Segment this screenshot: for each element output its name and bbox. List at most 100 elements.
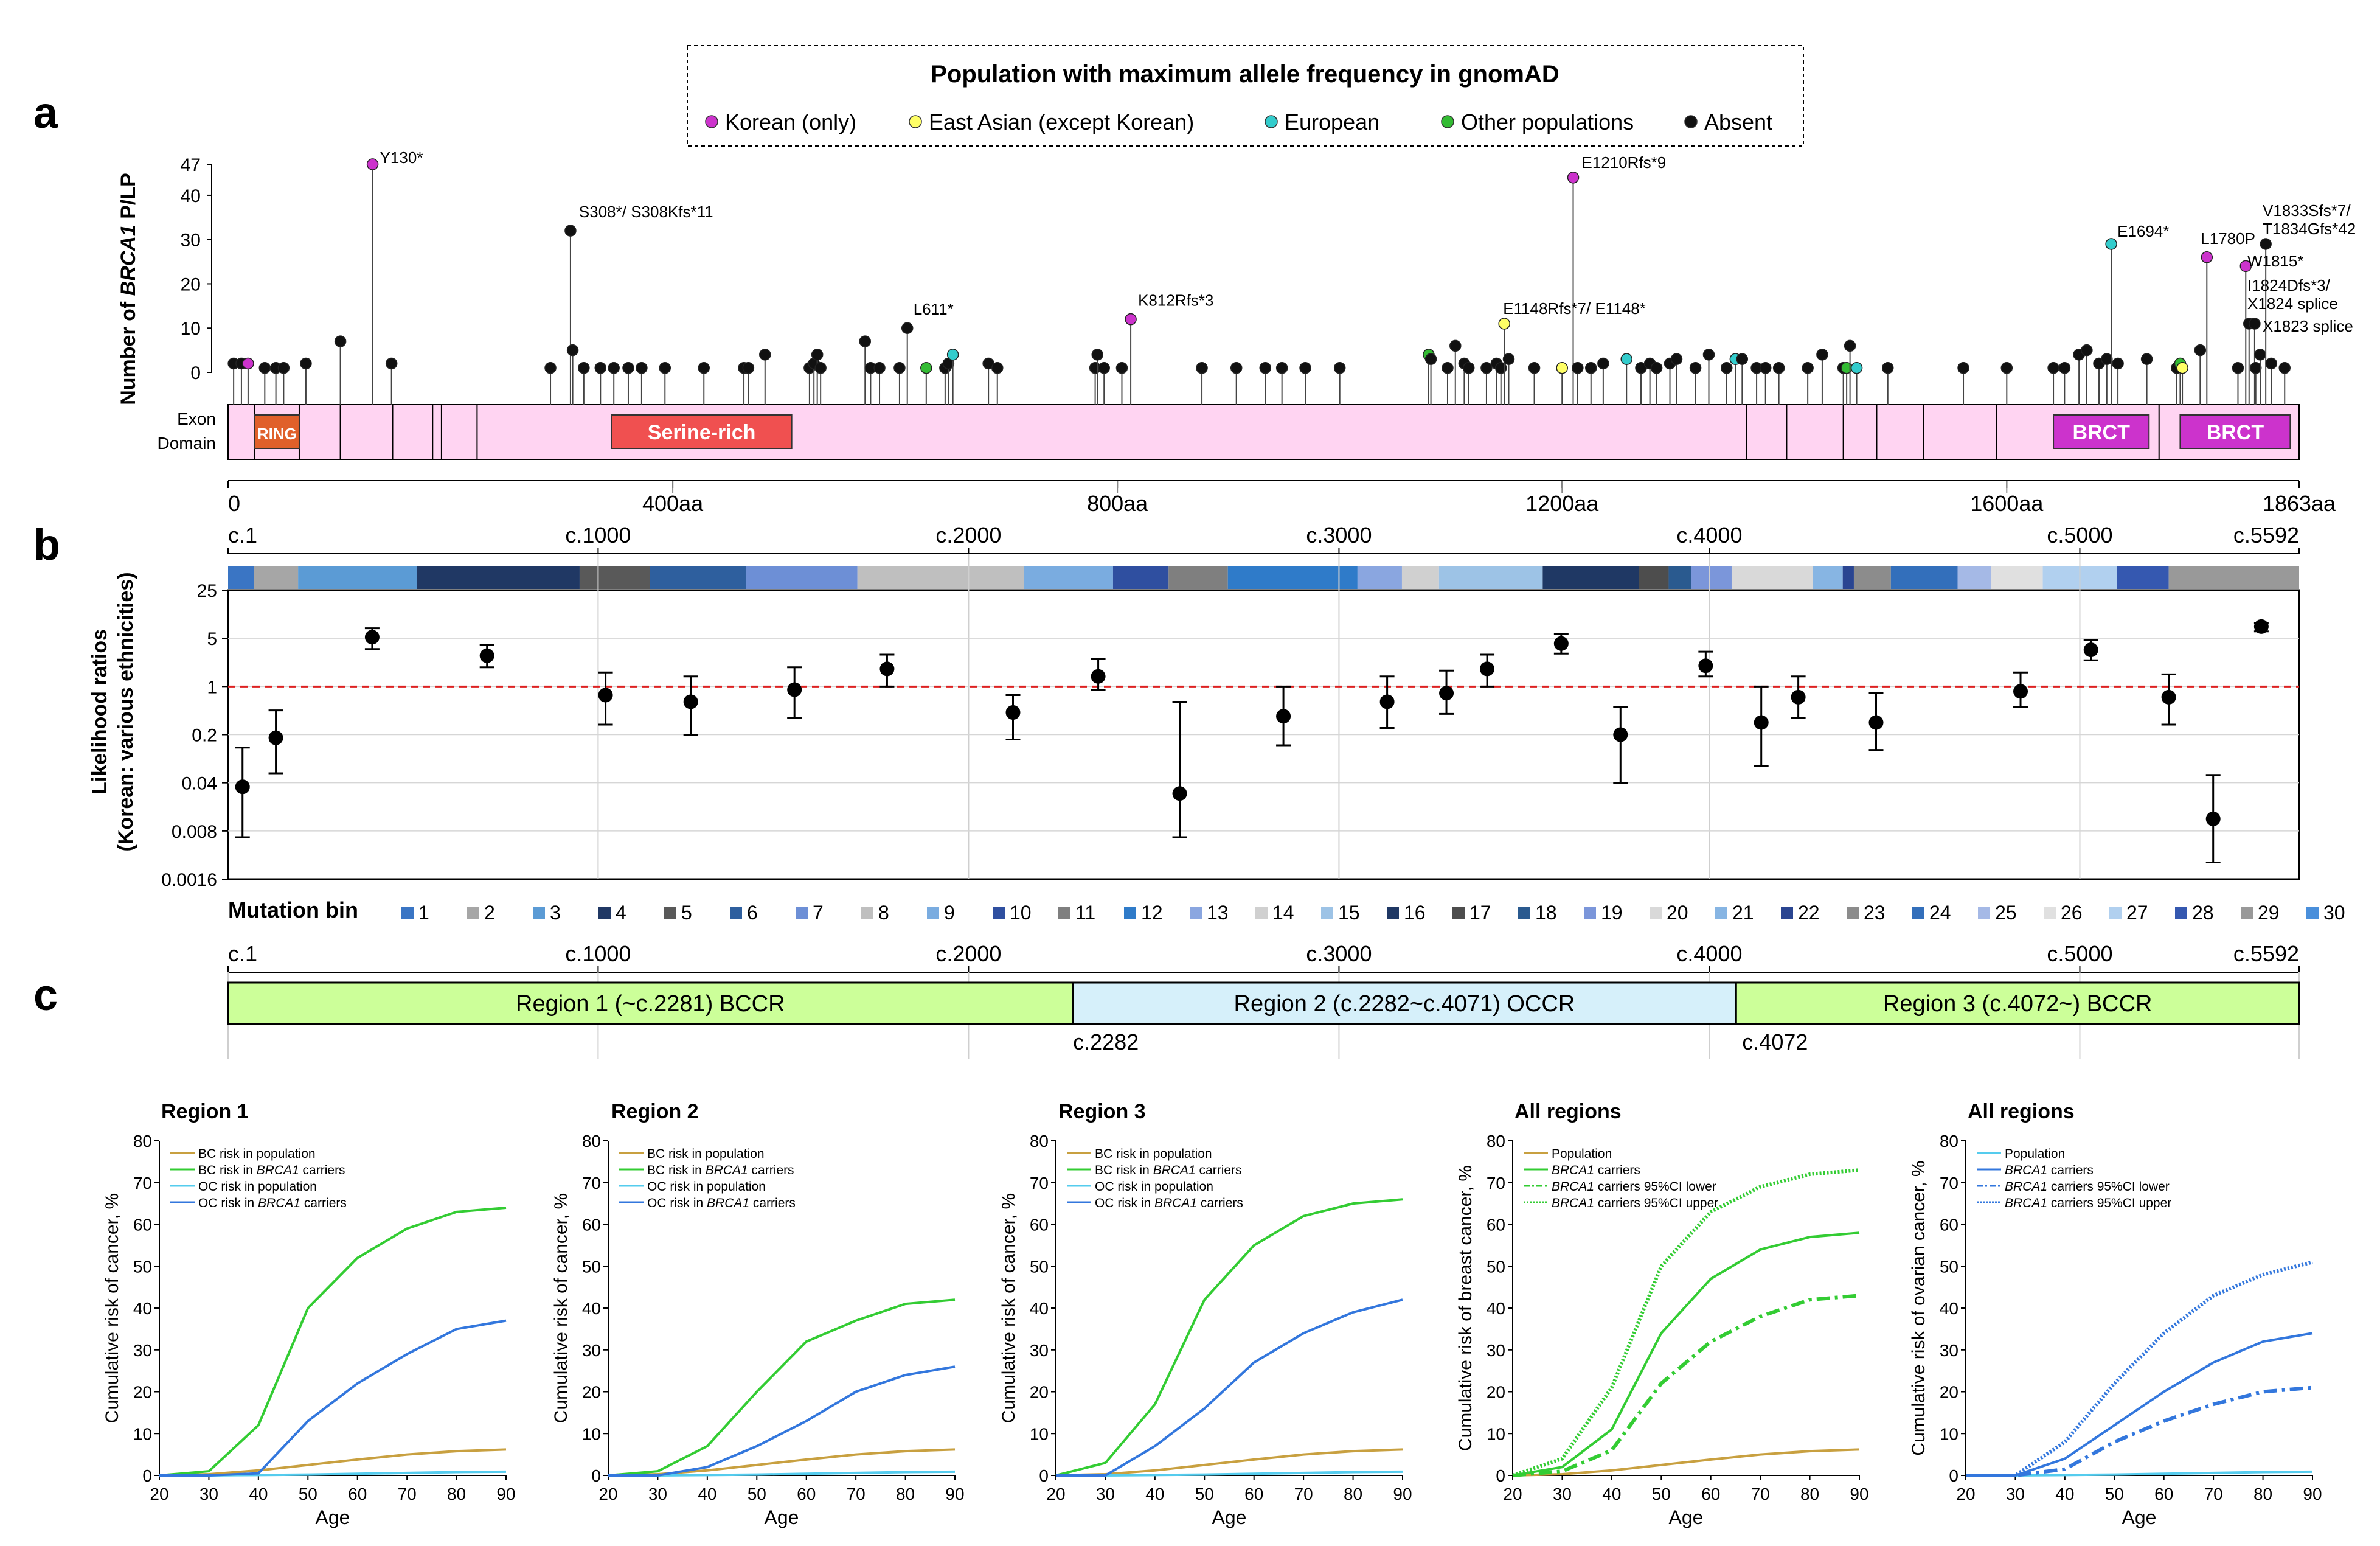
bin-label: 13 bbox=[1207, 902, 1229, 924]
chart-y-label: Cumulative risk of ovarian cancer, % bbox=[1909, 1160, 1929, 1455]
series-line bbox=[1966, 1260, 2313, 1477]
chart-y-tick-label: 80 bbox=[582, 1132, 601, 1151]
variant-label: V1833Sfs*7/ bbox=[2263, 201, 2351, 220]
variant-point bbox=[1462, 361, 1475, 374]
chart-y-tick-label: 40 bbox=[582, 1299, 601, 1318]
legend-label: Other populations bbox=[1461, 110, 1634, 134]
chart-y-tick-label: 30 bbox=[1487, 1341, 1505, 1360]
chart-x-tick-label: 50 bbox=[748, 1485, 766, 1503]
chart-title: Region 2 bbox=[611, 1100, 699, 1123]
line-chart-5: All regions 0 10 20 30 40 50 60 70 80 20 30 40 50 60 70… bbox=[1909, 1100, 2322, 1528]
legend-entry-part: BC risk in population bbox=[1095, 1147, 1212, 1161]
chart-x-tick-label: 70 bbox=[2204, 1485, 2223, 1503]
legend-entry-part: carriers 95%CI lower bbox=[2047, 1180, 2170, 1194]
bin-strip-segment bbox=[1853, 566, 1891, 589]
variant-point bbox=[1125, 313, 1137, 326]
legend-entry-part: carriers bbox=[1197, 1196, 1243, 1210]
chart-x-tick-label: 30 bbox=[648, 1485, 667, 1503]
series-line bbox=[159, 1207, 507, 1477]
lr-point bbox=[2253, 619, 2269, 634]
chart-x-tick-label: 30 bbox=[1553, 1485, 1572, 1503]
line-chart-1: Region 1 0 10 20 30 40 50 60 70 80 20 30 40 50 60 70 80 9… bbox=[102, 1100, 516, 1528]
variant-point bbox=[1275, 361, 1288, 374]
legend-marker-0 bbox=[705, 115, 718, 128]
legend-entry-part: BRCA1 bbox=[2005, 1180, 2047, 1194]
legend-entry: BC risk in BRCA1 carriers bbox=[1095, 1163, 1242, 1177]
variant-point bbox=[2101, 353, 2113, 365]
bin-strip-segment bbox=[1668, 566, 1691, 589]
variant-point bbox=[1502, 353, 1515, 365]
chart-x-tick-label: 20 bbox=[1046, 1485, 1065, 1503]
aa-tick-label: 1200aa bbox=[1525, 491, 1599, 516]
b-cdna-tick-label: c.4000 bbox=[1676, 523, 1742, 548]
variant-point bbox=[2249, 318, 2261, 330]
variant-point bbox=[334, 335, 347, 347]
variant-point bbox=[1196, 361, 1208, 374]
legend-label: Absent bbox=[1704, 110, 1772, 134]
legend-entry: OC risk in BRCA1 carriers bbox=[1095, 1196, 1243, 1210]
legend-marker-1 bbox=[909, 115, 922, 128]
legend-entry-part: carriers 95%CI lower bbox=[1594, 1180, 1716, 1194]
bin-swatch bbox=[1058, 907, 1070, 919]
series-line bbox=[159, 1448, 507, 1477]
domain-box bbox=[2053, 414, 2150, 449]
chart-title: Region 1 bbox=[161, 1100, 249, 1123]
line-chart-4: All regions 0 10 20 30 40 50 60 70 80 20 30 40 50 60 70… bbox=[1455, 1100, 1869, 1528]
chart-y-tick-label: 60 bbox=[1030, 1216, 1049, 1234]
bin-strip-segment bbox=[254, 566, 299, 589]
a-y-tick-label: 20 bbox=[181, 274, 201, 294]
chart-y-tick-label: 30 bbox=[1030, 1341, 1049, 1360]
series-line bbox=[1512, 1168, 1860, 1477]
chart-x-tick-label: 60 bbox=[2154, 1485, 2173, 1503]
bin-strip-segment bbox=[1890, 566, 1958, 589]
variant-point bbox=[920, 361, 932, 374]
a-y-tick-label: 47 bbox=[181, 155, 201, 175]
legend-entry-part: carriers 95%CI upper bbox=[1594, 1196, 1718, 1210]
c-cdna-tick-label: c.5000 bbox=[2047, 941, 2112, 966]
chart-x-label: Age bbox=[1669, 1506, 1704, 1528]
variant-point bbox=[1299, 361, 1311, 374]
a-y-title: Number of BRCA1 P/LP bbox=[117, 173, 140, 405]
variant-point bbox=[814, 361, 827, 374]
bin-swatch bbox=[1978, 907, 1990, 919]
variant-point bbox=[2140, 353, 2153, 365]
variant-point bbox=[366, 158, 379, 170]
legend-entry-part: OC risk in population bbox=[647, 1180, 766, 1194]
variant-point bbox=[2081, 344, 2093, 357]
variant-point bbox=[242, 357, 254, 370]
variant-label: E1694* bbox=[2117, 222, 2169, 240]
aa-tick-label: 400aa bbox=[642, 491, 704, 516]
bin-swatch bbox=[2306, 907, 2319, 919]
chart-y-tick-label: 50 bbox=[1030, 1257, 1049, 1276]
variant-point bbox=[1816, 349, 1828, 361]
legend-entry: OC risk in BRCA1 carriers bbox=[198, 1196, 347, 1210]
legend-entry-part: BRCA1 bbox=[1552, 1180, 1594, 1194]
bin-label: 14 bbox=[1272, 902, 1294, 924]
chart-y-tick-label: 70 bbox=[133, 1174, 152, 1193]
chart-x-tick-label: 70 bbox=[1751, 1485, 1770, 1503]
region-box bbox=[1735, 981, 2300, 1025]
legend-entry: BRCA1 carriers bbox=[1552, 1163, 1640, 1177]
legend-entry: BC risk in BRCA1 carriers bbox=[647, 1163, 794, 1177]
bin-label: 7 bbox=[813, 902, 824, 924]
legend-label: East Asian (except Korean) bbox=[929, 110, 1194, 134]
variant-point bbox=[946, 349, 959, 361]
bin-strip-segment bbox=[1991, 566, 2043, 589]
lr-point bbox=[1553, 636, 1569, 651]
lr-point bbox=[1379, 694, 1395, 709]
chart-x-tick-label: 50 bbox=[299, 1485, 317, 1503]
variant-point bbox=[2265, 357, 2278, 370]
b-y-title-1: Likelihood ratios bbox=[88, 629, 111, 795]
variant-label: L1780P bbox=[2201, 229, 2255, 248]
bin-strip-segment bbox=[1639, 566, 1669, 589]
chart-y-tick-label: 60 bbox=[1940, 1216, 1958, 1234]
c-cdna-tick-label: c.1000 bbox=[565, 941, 631, 966]
variant-point bbox=[566, 344, 579, 357]
variant-point bbox=[1850, 361, 1863, 374]
legend-entry-part: carriers bbox=[2047, 1163, 2094, 1177]
variant-point bbox=[2194, 344, 2207, 357]
domain-box bbox=[2179, 414, 2291, 449]
bin-swatch bbox=[2109, 907, 2122, 919]
lr-point bbox=[1005, 705, 1021, 720]
